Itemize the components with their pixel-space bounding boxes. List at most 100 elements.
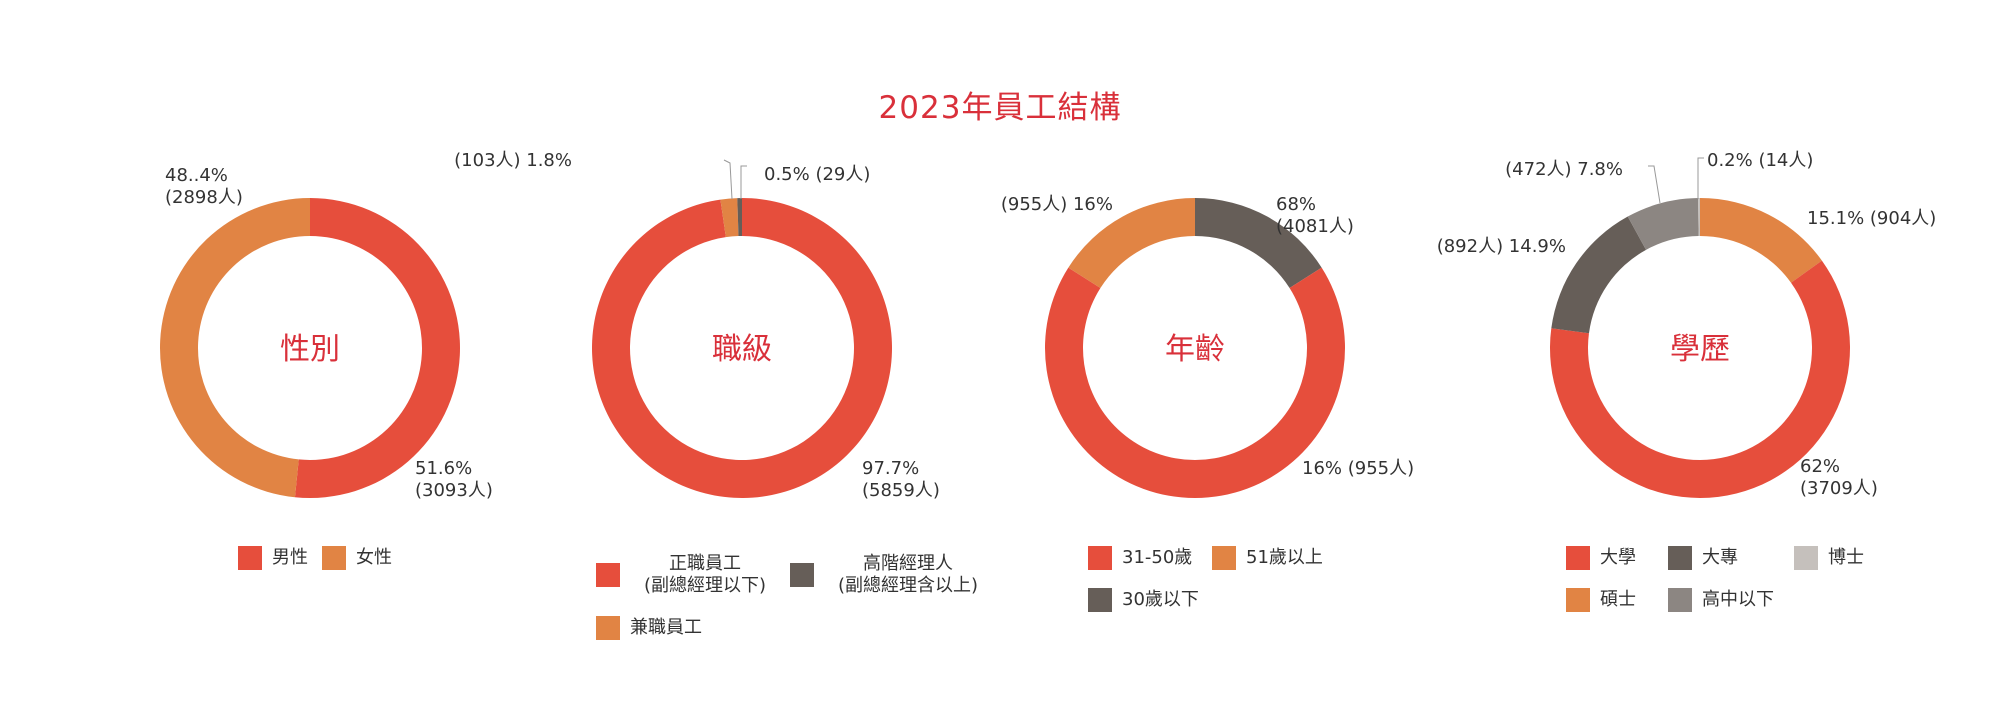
legend-item-4-5: 博士: [1794, 546, 1864, 570]
page-title: 2023年員工結構: [878, 90, 1122, 126]
data-label-line: (955人) 16%: [1000, 194, 1113, 215]
slice-4-3: [1551, 216, 1647, 334]
data-label-line: (3093人): [415, 480, 493, 501]
legend-label-line: 正職員工: [669, 553, 742, 574]
data-label-line: (2898人): [165, 187, 243, 208]
data-label-4-4: (472人) 7.8%: [1505, 159, 1623, 181]
legend-label: 51歲以上: [1246, 547, 1323, 569]
legend-label: 高中以下: [1702, 589, 1774, 611]
slice-2-1: [592, 198, 893, 499]
legend-label: 31-50歲: [1122, 547, 1192, 569]
legend-label: 兼職員工: [630, 617, 702, 639]
data-label-line: 62%: [1800, 456, 1841, 477]
legend-swatch: [1088, 588, 1112, 612]
data-label-line: 51.6%: [415, 458, 473, 479]
legend-item-1-2: 女性: [322, 546, 392, 570]
data-label-4-2: 62% (3709人): [1800, 456, 1878, 500]
legend-label-line: 男性: [272, 547, 308, 568]
data-label-line: 16% (955人): [1302, 458, 1415, 479]
data-label-1-1: 51.6% (3093人): [415, 458, 493, 502]
legend-item-1-1: 男性: [238, 546, 308, 570]
data-label-line: (472人) 7.8%: [1505, 159, 1623, 180]
data-label-4-1: 15.1% (904人): [1807, 208, 1936, 230]
data-label-line: 68%: [1276, 194, 1317, 215]
donut-center-title-1: 性別: [280, 332, 340, 367]
data-label-line: (5859人): [862, 480, 940, 501]
legend-swatch: [596, 563, 620, 587]
legend-item-2-3: 高階經理人 (副總經理含以上): [790, 553, 978, 597]
slice-4-4: [1627, 198, 1699, 250]
legend-label-line: (副總經理含以上): [838, 575, 979, 596]
data-label-line: 97.7%: [862, 458, 920, 479]
data-label-3-2: 68% (4081人): [1276, 194, 1354, 238]
data-label-line: (3709人): [1800, 478, 1878, 499]
legend-swatch: [1668, 588, 1692, 612]
donut-center-title-2: 職級: [712, 332, 772, 367]
slice-1-1: [294, 198, 461, 498]
legend-item-4-1: 碩士: [1566, 588, 1636, 612]
legend-item-3-3: 51歲以上: [1212, 546, 1323, 570]
data-label-line: 15.1% (904人): [1807, 208, 1937, 229]
slice-2-3: [737, 198, 742, 237]
legend-item-2-2: 兼職員工: [596, 616, 702, 640]
legend-label: 大專: [1702, 547, 1738, 569]
data-label-line: (892人) 14.9%: [1436, 236, 1566, 257]
data-label-3-3: (955人) 16%: [1001, 194, 1113, 216]
legend-label: 高階經理人 (副總經理含以上): [838, 553, 978, 597]
data-label-4-3: (892人) 14.9%: [1437, 236, 1566, 258]
legend-label-line: 31-50歲: [1122, 547, 1193, 568]
legend-label: 女性: [356, 547, 392, 569]
legend-item-4-4: 高中以下: [1668, 588, 1774, 612]
data-label-3-1: 16% (955人): [1302, 458, 1414, 480]
leader-line-2-2: [740, 165, 747, 199]
slice-3-2: [1045, 267, 1345, 499]
slice-2-2: [720, 198, 739, 238]
slice-4-5: [1698, 198, 1700, 237]
data-label-line: 0.5% (29人): [764, 164, 871, 185]
leader-line-2-1: [723, 159, 733, 200]
data-label-line: (4081人): [1276, 216, 1354, 237]
slice-4-1: [1700, 198, 1822, 283]
data-label-line: (103人) 1.8%: [454, 150, 572, 171]
leader-line-4-2: [1697, 157, 1704, 199]
donut-center-title-3: 年齡: [1165, 332, 1225, 367]
legend-label-line: 博士: [1828, 547, 1864, 568]
legend-swatch: [1088, 546, 1112, 570]
legend-swatch: [1212, 546, 1236, 570]
legend-swatch: [790, 563, 814, 587]
data-label-line: 0.2% (14人): [1707, 150, 1814, 171]
legend-label-line: 兼職員工: [630, 617, 702, 638]
legend-label-line: 51歲以上: [1246, 547, 1323, 568]
legend-swatch: [596, 616, 620, 640]
legend-label-line: 高階經理人: [863, 553, 954, 574]
data-label-2-1: 97.7% (5859人): [862, 458, 940, 502]
legend-label: 大學: [1600, 547, 1636, 569]
legend-label-line: (副總經理以下): [644, 575, 767, 596]
legend-item-3-2: 31-50歲: [1088, 546, 1192, 570]
legend-label-line: 大學: [1600, 547, 1636, 568]
legend-label-line: 30歲以下: [1122, 589, 1199, 610]
leader-line-4-1: [1648, 165, 1661, 204]
data-label-2-2: (103人) 1.8%: [454, 150, 572, 172]
data-label-4-5: 0.2% (14人): [1707, 150, 1813, 172]
legend-swatch: [1794, 546, 1818, 570]
legend-label: 博士: [1828, 547, 1864, 569]
legend-label-line: 女性: [356, 547, 392, 568]
legend-label-line: 碩士: [1600, 589, 1636, 610]
legend-label-line: 高中以下: [1702, 589, 1774, 610]
legend-label: 碩士: [1600, 589, 1636, 611]
legend-swatch: [1668, 546, 1692, 570]
legend-label: 男性: [272, 547, 308, 569]
legend-label-line: 大專: [1702, 547, 1738, 568]
donut-center-title-4: 學歷: [1670, 332, 1730, 367]
legend-item-3-1: 30歲以下: [1088, 588, 1199, 612]
legend-item-4-2: 大學: [1566, 546, 1636, 570]
slice-1-2: [160, 198, 310, 498]
legend-item-4-3: 大專: [1668, 546, 1738, 570]
legend-label: 30歲以下: [1122, 589, 1199, 611]
legend-label: 正職員工 (副總經理以下): [644, 553, 766, 597]
data-label-1-2: 48..4% (2898人): [165, 165, 243, 209]
data-label-line: 48..4%: [165, 165, 228, 186]
legend-swatch: [238, 546, 262, 570]
legend-swatch: [1566, 588, 1590, 612]
